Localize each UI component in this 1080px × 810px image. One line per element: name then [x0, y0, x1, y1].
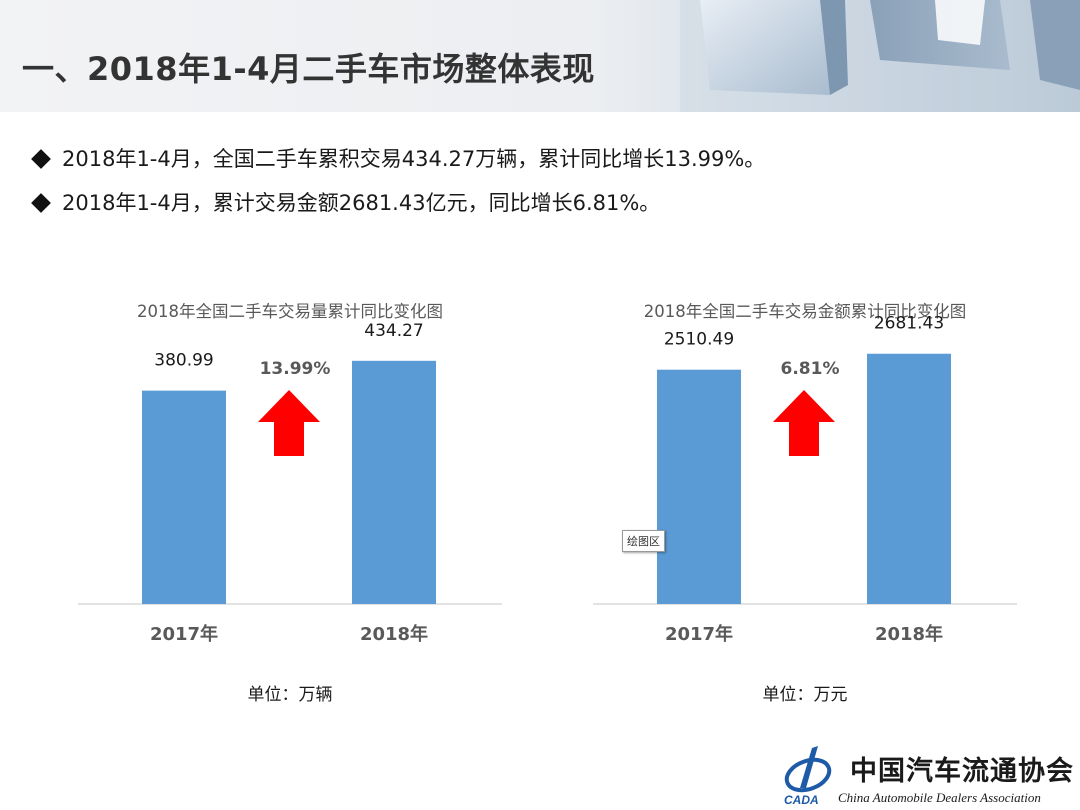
x-tick-label: 2018年: [875, 623, 943, 645]
diamond-bullet-icon: [31, 149, 51, 169]
bar-2018年: [352, 360, 436, 604]
bullet-item: 2018年1-4月，全国二手车累积交易434.27万辆，累计同比增长13.99%…: [30, 144, 765, 174]
growth-rate-label: 6.81%: [781, 359, 840, 379]
cada-logo: CADA 中国汽车流通协会 China Automobile Dealers A…: [784, 746, 1074, 807]
bar-2018年: [867, 353, 951, 604]
x-tick-label: 2017年: [665, 623, 733, 645]
header-cubes-image: [680, 0, 1080, 112]
chart-svg: 2018年全国二手车交易金额累计同比变化图 2510.49 2017年 2681.43…: [593, 302, 1017, 705]
unit-label: 单位：万元: [763, 685, 848, 705]
bar-2017年: [142, 390, 226, 604]
growth-rate-label: 13.99%: [260, 359, 331, 379]
plot-area-tooltip: 绘图区: [622, 530, 665, 552]
data-label: 2681.43: [874, 314, 944, 334]
diamond-bullet-icon: [31, 193, 51, 213]
chart-title: 2018年全国二手车交易量累计同比变化图: [137, 302, 443, 321]
logo-en-name: China Automobile Dealers Association: [838, 790, 1041, 805]
growth-arrow-up-icon: [773, 390, 835, 456]
chart-title: 2018年全国二手车交易金额累计同比变化图: [644, 302, 967, 321]
page-title: 一、2018年1-4月二手车市场整体表现: [22, 50, 595, 88]
logo-abbr: CADA: [784, 793, 819, 807]
chart-svg: 2018年全国二手车交易量累计同比变化图 380.99 2017年 434.27 201…: [78, 302, 502, 705]
volume-chart: 2018年全国二手车交易量累计同比变化图 380.99 2017年 434.27 201…: [70, 290, 510, 720]
value-chart: 2018年全国二手车交易金额累计同比变化图 2510.49 2017年 2681.43…: [585, 290, 1025, 720]
x-tick-label: 2018年: [360, 623, 428, 645]
x-tick-label: 2017年: [150, 623, 218, 645]
data-label: 2510.49: [664, 330, 734, 350]
bar-2017年: [657, 369, 741, 604]
bullet-text: 2018年1-4月，累计交易金额2681.43亿元，同比增长6.81%。: [62, 191, 661, 215]
data-label: 380.99: [154, 351, 213, 371]
bullet-list: 2018年1-4月，全国二手车累积交易434.27万辆，累计同比增长13.99%…: [30, 144, 765, 232]
bullet-item: 2018年1-4月，累计交易金额2681.43亿元，同比增长6.81%。: [30, 188, 765, 218]
unit-label: 单位：万辆: [248, 685, 333, 705]
data-label: 434.27: [364, 321, 423, 341]
growth-arrow-up-icon: [258, 390, 320, 456]
logo-cn-name: 中国汽车流通协会: [850, 755, 1074, 787]
bullet-text: 2018年1-4月，全国二手车累积交易434.27万辆，累计同比增长13.99%…: [62, 147, 766, 171]
slide-header: 一、2018年1-4月二手车市场整体表现: [0, 0, 1080, 112]
